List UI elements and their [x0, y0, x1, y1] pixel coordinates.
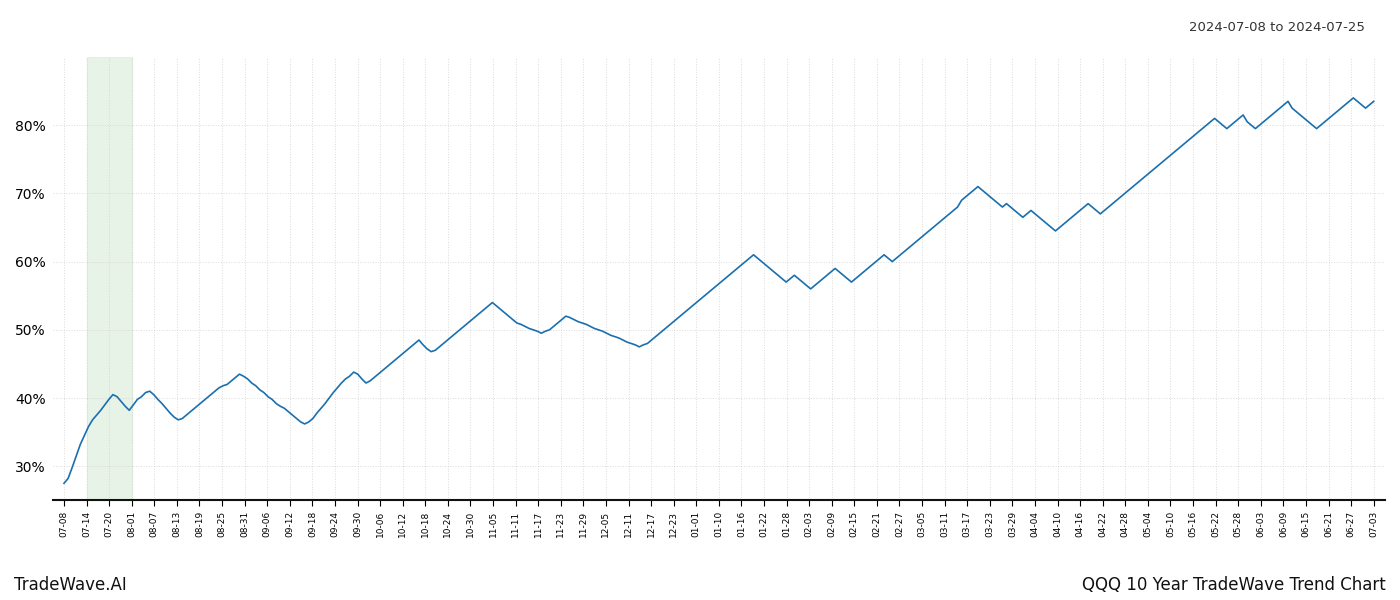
- Bar: [87, 57, 132, 500]
- Text: QQQ 10 Year TradeWave Trend Chart: QQQ 10 Year TradeWave Trend Chart: [1082, 576, 1386, 594]
- Text: 2024-07-08 to 2024-07-25: 2024-07-08 to 2024-07-25: [1189, 21, 1365, 34]
- Text: TradeWave.AI: TradeWave.AI: [14, 576, 127, 594]
